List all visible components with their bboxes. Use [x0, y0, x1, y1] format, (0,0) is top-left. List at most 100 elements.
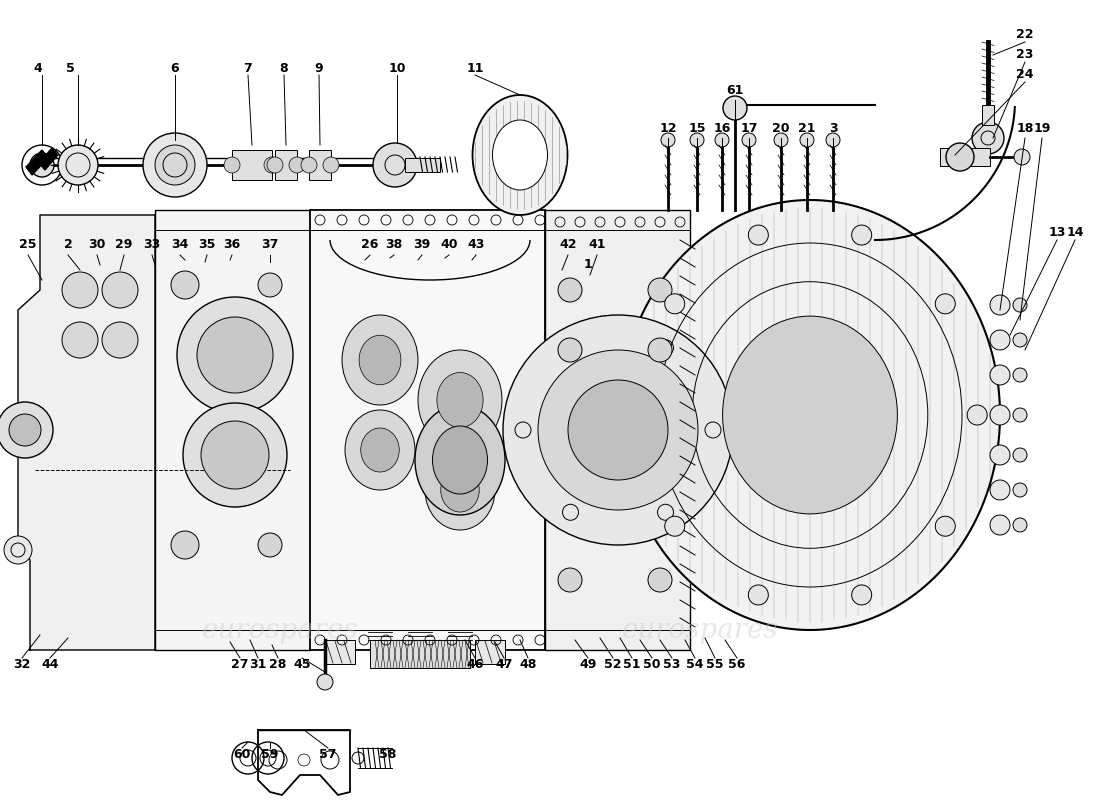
Text: 7: 7 [243, 62, 252, 74]
Circle shape [946, 143, 974, 171]
Circle shape [538, 350, 698, 510]
Circle shape [648, 278, 672, 302]
Text: 16: 16 [713, 122, 730, 134]
Text: 61: 61 [726, 83, 744, 97]
Circle shape [258, 273, 282, 297]
Circle shape [558, 278, 582, 302]
Text: 3: 3 [828, 122, 837, 134]
Circle shape [197, 317, 273, 393]
Circle shape [990, 405, 1010, 425]
Text: eurospares: eurospares [201, 617, 359, 643]
Text: 10: 10 [388, 62, 406, 74]
Text: 32: 32 [13, 658, 31, 671]
Circle shape [373, 143, 417, 187]
Circle shape [1013, 408, 1027, 422]
Text: 50: 50 [644, 658, 661, 671]
Circle shape [990, 445, 1010, 465]
Ellipse shape [359, 335, 400, 385]
Text: 22: 22 [1016, 29, 1034, 42]
Bar [982, 105, 994, 125]
Text: 29: 29 [116, 238, 133, 251]
Circle shape [323, 157, 339, 173]
Circle shape [201, 421, 270, 489]
Bar [324, 640, 355, 664]
Text: 49: 49 [580, 658, 596, 671]
Circle shape [558, 338, 582, 362]
Text: 58: 58 [379, 749, 397, 762]
Ellipse shape [493, 120, 548, 190]
Ellipse shape [441, 468, 480, 512]
Circle shape [1013, 448, 1027, 462]
Circle shape [648, 568, 672, 592]
Circle shape [177, 297, 293, 413]
Text: 53: 53 [663, 658, 681, 671]
Text: 51: 51 [624, 658, 640, 671]
Text: 21: 21 [799, 122, 816, 134]
Text: 12: 12 [659, 122, 676, 134]
Circle shape [1013, 483, 1027, 497]
Text: 45: 45 [294, 658, 310, 671]
Text: 39: 39 [414, 238, 430, 251]
Text: 59: 59 [262, 749, 278, 762]
Text: 57: 57 [319, 749, 337, 762]
Text: 33: 33 [143, 238, 161, 251]
Circle shape [62, 322, 98, 358]
Polygon shape [26, 150, 48, 175]
Text: 14: 14 [1066, 226, 1083, 238]
Circle shape [30, 153, 54, 177]
Bar [155, 210, 310, 650]
Circle shape [258, 533, 282, 557]
Circle shape [972, 122, 1004, 154]
Circle shape [0, 402, 53, 458]
Circle shape [774, 133, 788, 147]
Circle shape [664, 294, 684, 314]
Circle shape [9, 414, 41, 446]
Text: eurospares: eurospares [621, 617, 779, 643]
Text: 40: 40 [440, 238, 458, 251]
Text: 15: 15 [689, 122, 706, 134]
Text: 4: 4 [34, 62, 43, 74]
Circle shape [317, 674, 333, 690]
Circle shape [264, 157, 280, 173]
Bar [370, 640, 470, 668]
Text: 6: 6 [170, 62, 179, 74]
Circle shape [935, 516, 955, 536]
Text: 42: 42 [559, 238, 576, 251]
Text: 35: 35 [198, 238, 216, 251]
Ellipse shape [473, 95, 568, 215]
Circle shape [224, 157, 240, 173]
Text: 26: 26 [361, 238, 378, 251]
Text: 11: 11 [466, 62, 484, 74]
Circle shape [155, 145, 195, 185]
Text: 2: 2 [64, 238, 73, 251]
Ellipse shape [342, 315, 418, 405]
Bar [405, 158, 440, 172]
Circle shape [170, 531, 199, 559]
Circle shape [723, 96, 747, 120]
Text: 43: 43 [468, 238, 485, 251]
Text: 17: 17 [740, 122, 758, 134]
Text: 31: 31 [250, 658, 266, 671]
Circle shape [143, 133, 207, 197]
Circle shape [664, 516, 684, 536]
Circle shape [990, 330, 1010, 350]
Circle shape [58, 145, 98, 185]
Bar [475, 640, 505, 664]
Bar [275, 150, 297, 180]
Circle shape [935, 294, 955, 314]
Text: 28: 28 [270, 658, 287, 671]
Circle shape [568, 380, 668, 480]
Circle shape [742, 133, 756, 147]
Circle shape [1013, 368, 1027, 382]
Circle shape [715, 133, 729, 147]
Circle shape [503, 315, 733, 545]
Circle shape [748, 585, 768, 605]
Circle shape [851, 585, 871, 605]
Circle shape [690, 133, 704, 147]
Bar [544, 210, 690, 650]
Circle shape [170, 271, 199, 299]
Text: 60: 60 [233, 749, 251, 762]
Circle shape [4, 536, 32, 564]
Text: 36: 36 [223, 238, 241, 251]
Circle shape [62, 272, 98, 308]
